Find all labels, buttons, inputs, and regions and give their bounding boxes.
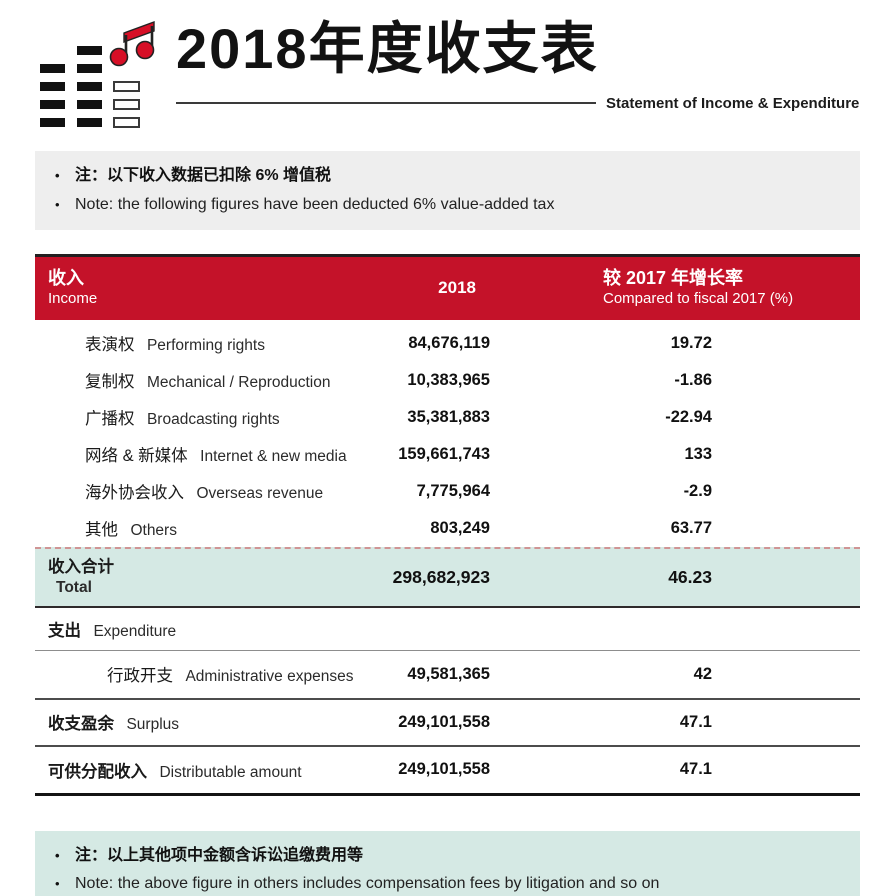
- top-note-zh-text: 注：以下收入数据已扣除 6% 增值税: [75, 167, 332, 184]
- top-note-en: • Note: the following figures have been …: [55, 193, 840, 218]
- row-label-en: Total: [56, 578, 92, 596]
- row-growth: 63.77: [670, 518, 712, 537]
- row-label-en: Overseas revenue: [196, 485, 324, 503]
- row-label-en: Others: [130, 522, 177, 540]
- row-value: 159,661,743: [398, 444, 490, 463]
- row-label-en: Mechanical / Reproduction: [146, 374, 331, 392]
- column-header-income-en: Income: [48, 289, 98, 307]
- page-title: 2018年度收支表: [176, 17, 599, 80]
- row-label-zh: 表演权: [85, 336, 135, 355]
- column-header-income-zh: 收入: [48, 268, 84, 289]
- row-growth: -1.86: [674, 370, 712, 389]
- bottom-note-zh-text: 注：以上其他项中金额含诉讼追缴费用等: [75, 846, 364, 864]
- row-growth: 47.1: [679, 760, 712, 779]
- row-growth: 47.1: [679, 712, 712, 731]
- column-header-growth-en: Compared to fiscal 2017 (%): [603, 289, 794, 307]
- bottom-note: • 注：以上其他项中金额含诉讼追缴费用等 • Note: the above f…: [35, 830, 860, 896]
- row-growth: 46.23: [668, 566, 712, 587]
- table-row-broadcasting: 广播权 Broadcasting rights 35,381,883 -22.9…: [35, 399, 860, 436]
- header: 2018年度收支表 Statement of Income & Expendit…: [0, 0, 871, 128]
- subtitle-row: Statement of Income & Expenditure: [176, 95, 860, 112]
- bottom-note-en: • Note: the above figure in others inclu…: [55, 872, 840, 896]
- bullet-icon: •: [55, 847, 60, 863]
- row-label-zh: 收支盈余: [48, 715, 114, 734]
- income-expenditure-table: 收入 Income 2018 较 2017 年增长率 Compared to f…: [35, 253, 860, 796]
- table-row-administrative-expenses: 行政开支 Administrative expenses 49,581,365 …: [35, 651, 860, 700]
- row-value: 35,381,883: [407, 407, 490, 426]
- row-label-zh: 其他: [85, 521, 118, 540]
- row-growth: -2.9: [683, 481, 712, 500]
- row-growth: -22.94: [665, 407, 712, 426]
- table-row-expenditure-header: 支出 Expenditure: [35, 608, 860, 651]
- column-header-growth-zh: 较 2017 年增长率: [603, 268, 744, 289]
- top-note-en-text: Note: the following figures have been de…: [75, 195, 555, 213]
- row-label-en: Performing rights: [146, 337, 265, 355]
- row-label-zh: 网络 & 新媒体: [85, 447, 188, 466]
- title-underline: [176, 102, 596, 105]
- table-row-distributable-amount: 可供分配收入 Distributable amount 249,101,558 …: [35, 747, 860, 796]
- table-row-performing-rights: 表演权 Performing rights 84,676,119 19.72: [35, 325, 860, 362]
- bottom-note-zh: • 注：以上其他项中金额含诉讼追缴费用等: [55, 844, 840, 869]
- row-value: 10,383,965: [407, 370, 490, 389]
- table-row-income-total: 收入合计 Total 298,682,923 46.23: [35, 546, 860, 608]
- row-value: 84,676,119: [408, 333, 490, 352]
- row-label-en: Broadcasting rights: [146, 411, 280, 429]
- page-subtitle: Statement of Income & Expenditure: [606, 94, 860, 112]
- row-value: 49,581,365: [407, 664, 490, 683]
- title-block: 2018年度收支表 Statement of Income & Expendit…: [176, 17, 860, 112]
- row-value: 803,249: [430, 518, 490, 537]
- row-label-zh: 可供分配收入: [48, 762, 147, 781]
- table-row-surplus: 收支盈余 Surplus 249,101,558 47.1: [35, 700, 860, 747]
- top-note-zh: • 注：以下收入数据已扣除 6% 增值税: [55, 164, 840, 189]
- row-label-zh: 行政开支: [107, 667, 173, 686]
- column-header-income: 收入 Income: [35, 267, 370, 308]
- row-value: 298,682,923: [392, 566, 490, 587]
- row-growth: 133: [684, 444, 712, 463]
- row-label-zh: 支出: [48, 621, 81, 640]
- row-label-zh: 复制权: [85, 373, 135, 392]
- table-header-row: 收入 Income 2018 较 2017 年增长率 Compared to f…: [35, 256, 860, 320]
- row-value: 7,775,964: [416, 481, 490, 500]
- table-row-overseas-revenue: 海外协会收入 Overseas revenue 7,775,964 -2.9: [35, 473, 860, 510]
- bottom-note-en-text: Note: the above figure in others include…: [75, 875, 660, 893]
- row-label-en: Internet & new media: [200, 448, 347, 466]
- row-label-en: Surplus: [126, 716, 180, 734]
- bullet-icon: •: [55, 168, 60, 183]
- row-label-en: Expenditure: [93, 622, 177, 640]
- table-row-mechanical: 复制权 Mechanical / Reproduction 10,383,965…: [35, 362, 860, 399]
- bullet-icon: •: [55, 876, 60, 892]
- bullet-icon: •: [55, 196, 60, 212]
- row-value: 249,101,558: [398, 712, 490, 731]
- row-growth: 42: [693, 664, 712, 683]
- column-header-growth: 较 2017 年增长率 Compared to fiscal 2017 (%): [490, 267, 860, 308]
- row-label-zh: 收入合计: [48, 558, 114, 577]
- row-label-zh: 广播权: [85, 410, 135, 429]
- music-note-equalizer-logo-icon: [40, 20, 155, 128]
- table-row-internet-new-media: 网络 & 新媒体 Internet & new media 159,661,74…: [35, 436, 860, 473]
- top-note: • 注：以下收入数据已扣除 6% 增值税 • Note: the followi…: [35, 151, 860, 230]
- row-value: 249,101,558: [398, 760, 490, 779]
- row-label-zh: 海外协会收入: [85, 484, 184, 503]
- table-row-others: 其他 Others 803,249 63.77: [35, 510, 860, 547]
- row-growth: 19.72: [670, 333, 712, 352]
- row-label-en: Distributable amount: [159, 763, 302, 781]
- column-header-year: 2018: [438, 278, 476, 298]
- income-rows: 表演权 Performing rights 84,676,119 19.72 复…: [35, 320, 860, 547]
- row-label-en: Administrative expenses: [185, 668, 354, 686]
